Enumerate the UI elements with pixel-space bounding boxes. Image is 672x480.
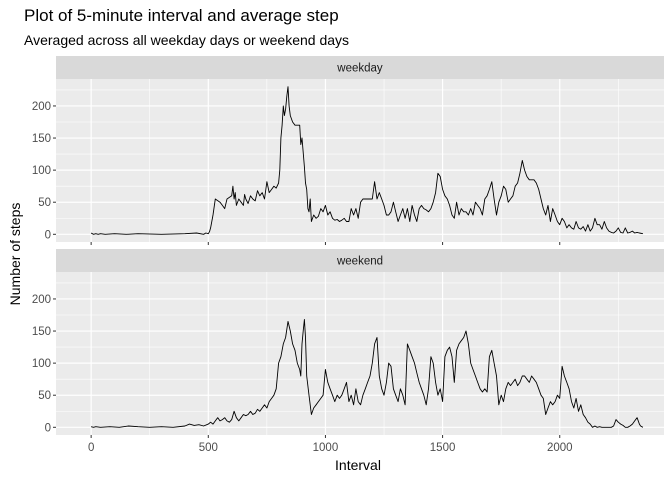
panel-background-weekend bbox=[56, 272, 664, 435]
y-tick-label: 0 bbox=[45, 422, 51, 434]
x-axis-title: Interval bbox=[335, 457, 381, 473]
y-tick-label: 200 bbox=[32, 101, 51, 113]
x-tick-label: 0 bbox=[88, 442, 94, 454]
x-tick-label: 1500 bbox=[430, 442, 456, 454]
y-tick-label: 100 bbox=[32, 358, 51, 370]
y-tick-label: 150 bbox=[32, 133, 51, 145]
y-tick-label: 100 bbox=[32, 165, 51, 177]
panel-background-weekday bbox=[56, 79, 664, 242]
y-tick-label: 50 bbox=[38, 390, 51, 402]
series-line-weekday bbox=[90, 86, 643, 235]
y-tick-label: 200 bbox=[32, 294, 51, 306]
series-line-weekend bbox=[90, 319, 644, 428]
x-tick-label: 2000 bbox=[547, 442, 573, 454]
facet-label-weekend: weekend bbox=[336, 256, 383, 268]
chart-subtitle: Averaged across all weekday days or week… bbox=[24, 32, 350, 48]
chart-title: Plot of 5-minute interval and average st… bbox=[24, 6, 339, 25]
facet-strip-weekend bbox=[56, 249, 664, 272]
y-tick-label: 50 bbox=[38, 197, 51, 209]
x-tick-label: 1000 bbox=[313, 442, 339, 454]
facet-strip-weekday bbox=[56, 56, 664, 79]
y-tick-label: 150 bbox=[32, 326, 51, 338]
y-axis-title: Number of steps bbox=[7, 203, 23, 306]
x-tick-label: 500 bbox=[199, 442, 218, 454]
y-tick-label: 0 bbox=[45, 229, 51, 241]
facet-label-weekday: weekday bbox=[336, 63, 383, 75]
